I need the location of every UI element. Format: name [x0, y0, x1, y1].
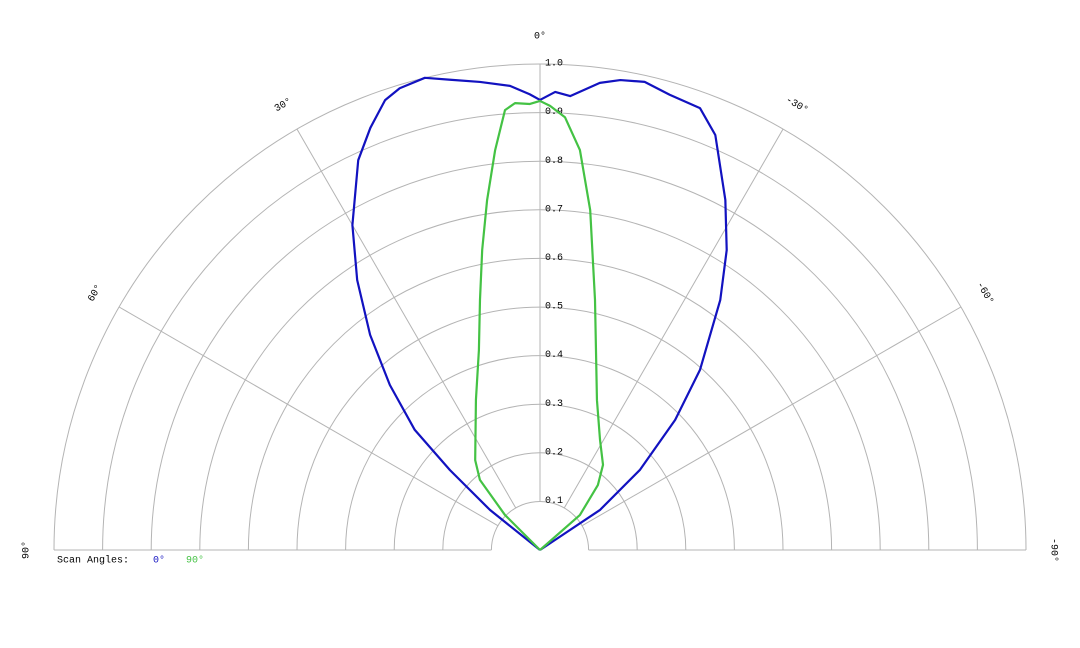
- series-line: [351, 76, 728, 551]
- grid-spoke: [581, 306, 962, 527]
- legend-entry: 0°: [153, 555, 165, 567]
- theta-tick-label: -30°: [783, 94, 810, 116]
- theta-tick-label: 0°: [534, 31, 546, 43]
- r-tick-label: 0.4: [545, 350, 563, 361]
- r-tick-label: 0.3: [545, 399, 563, 410]
- series-line: [474, 99, 605, 551]
- r-tick-label: 0.8: [545, 156, 563, 167]
- r-tick-label: 0.9: [545, 107, 563, 118]
- legend-entry: 90°: [186, 555, 204, 567]
- theta-tick-label: 30°: [273, 96, 295, 115]
- r-tick-label: 0.6: [545, 253, 563, 264]
- grid-spoke: [118, 306, 499, 527]
- theta-tick-label: 60°: [86, 283, 105, 305]
- r-tick-label: 0.5: [545, 302, 563, 313]
- theta-tick-label: -90°: [1047, 538, 1059, 562]
- theta-tick-label: 90°: [21, 541, 33, 559]
- r-tick-label: 1.0: [545, 59, 563, 70]
- r-tick-label: 0.1: [545, 496, 563, 507]
- grid-spoke: [296, 128, 517, 509]
- r-tick-label: 0.2: [545, 447, 563, 458]
- r-tick-label: 0.7: [545, 204, 563, 215]
- grid-spoke: [563, 128, 784, 509]
- grid-ring: [490, 500, 590, 551]
- legend-title: Scan Angles:: [57, 555, 129, 567]
- theta-tick-label: -60°: [973, 280, 995, 307]
